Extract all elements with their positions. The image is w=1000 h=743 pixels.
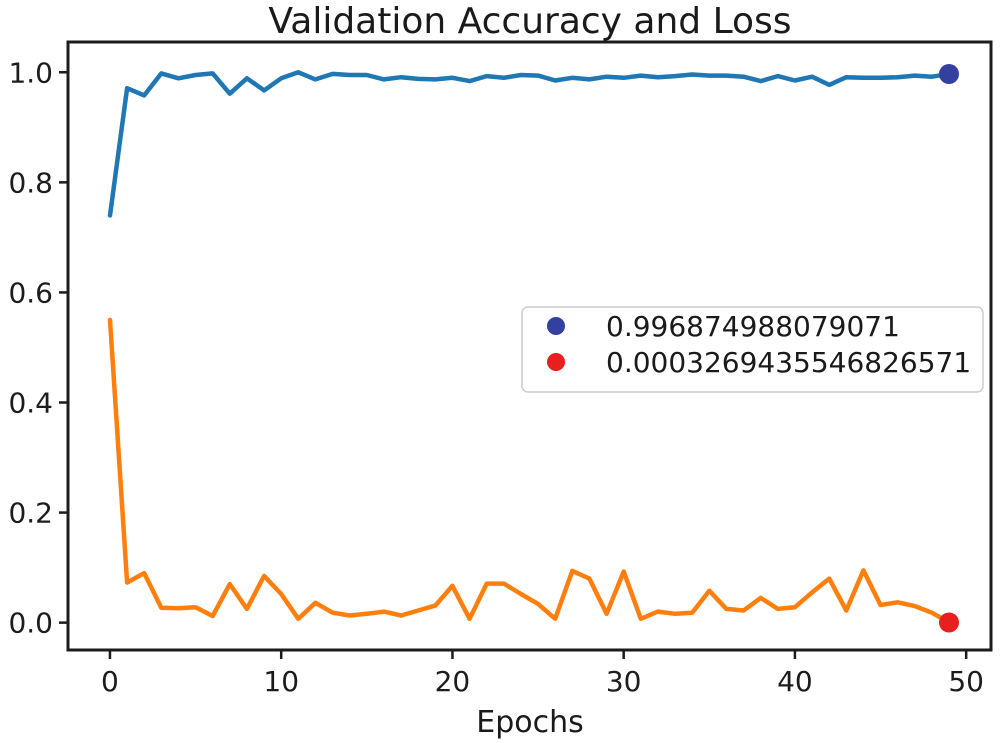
- chart-title: Validation Accuracy and Loss: [268, 1, 791, 42]
- x-tick-label: 50: [948, 665, 984, 698]
- y-tick-label: 0.0: [8, 607, 53, 640]
- accuracy-line: [107, 70, 952, 218]
- y-tick-label: 0.2: [8, 497, 53, 530]
- legend-box: [521, 306, 984, 393]
- y-axis-ticks: 0.0 0.2 0.4 0.6 0.8 1.0: [8, 56, 68, 640]
- y-tick-label: 0.4: [8, 386, 53, 419]
- legend: 0.996874988079071 0.0003269435546826571: [521, 306, 984, 393]
- legend-loss-value: 0.0003269435546826571: [606, 346, 971, 379]
- x-tick-label: 30: [606, 665, 642, 698]
- legend-accuracy-value: 0.996874988079071: [606, 310, 900, 343]
- x-tick-label: 10: [263, 665, 299, 698]
- x-axis-ticks: 0 10 20 30 40 50: [101, 650, 984, 698]
- loss-end-marker-dot: [939, 612, 959, 633]
- y-tick-label: 1.0: [8, 56, 53, 89]
- x-tick-label: 40: [777, 665, 813, 698]
- accuracy-end-marker-dot: [939, 64, 959, 84]
- y-tick-label: 0.8: [8, 166, 53, 199]
- x-axis-label: Epochs: [476, 705, 584, 740]
- legend-blue-dot-icon: [547, 317, 565, 335]
- x-tick-label: 20: [435, 665, 471, 698]
- legend-red-dot-icon: [547, 353, 565, 371]
- loss-line: [107, 317, 952, 625]
- x-tick-label: 0: [101, 665, 119, 698]
- y-tick-label: 0.6: [8, 276, 53, 309]
